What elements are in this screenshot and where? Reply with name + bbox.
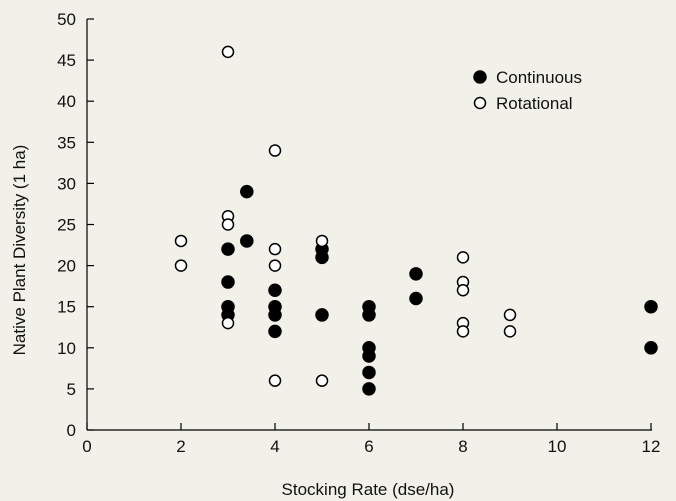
ticks: 0 2 4 6 8 10 12 0 5 10 15 20 25 30 35 40 45 50	[57, 10, 660, 456]
y-tick-label: 10	[57, 339, 76, 358]
legend-label-continuous: Continuous	[496, 68, 582, 87]
continuous-point	[362, 365, 376, 380]
continuous-point	[409, 291, 423, 306]
continuous-point	[240, 234, 254, 248]
series-continuous	[221, 184, 658, 396]
x-tick-label: 8	[458, 437, 467, 456]
y-tick-label: 35	[57, 133, 76, 152]
series-rotational	[174, 45, 517, 387]
continuous-point	[362, 308, 376, 322]
continuous-point	[644, 341, 658, 355]
rotational-point	[503, 308, 517, 322]
y-tick-label: 15	[57, 298, 76, 317]
rotational-point	[315, 234, 329, 248]
rotational-point	[315, 374, 329, 387]
continuous-point	[362, 382, 376, 396]
y-tick-label: 0	[67, 421, 76, 440]
continuous-point	[315, 308, 329, 322]
y-tick-label: 40	[57, 92, 76, 111]
rotational-point	[503, 325, 517, 338]
continuous-point	[221, 275, 235, 289]
continuous-point	[268, 308, 282, 322]
rotational-point	[221, 45, 235, 59]
rotational-point	[221, 316, 235, 330]
rotational-point	[268, 144, 282, 157]
continuous-point	[409, 267, 423, 281]
continuous-point	[221, 242, 235, 256]
rotational-point	[268, 242, 282, 256]
y-tick-label: 5	[67, 380, 76, 399]
y-tick-label: 30	[57, 174, 76, 193]
data-points	[174, 45, 658, 396]
rotational-point	[268, 259, 282, 272]
rotational-point	[268, 374, 282, 387]
legend-label-rotational: Rotational	[496, 94, 573, 113]
x-axis-title: Stocking Rate (dse/ha)	[282, 480, 455, 499]
continuous-point	[362, 349, 376, 363]
legend: Continuous Rotational	[473, 68, 582, 113]
x-tick-label: 12	[642, 437, 661, 456]
continuous-point	[644, 299, 658, 314]
y-tick-label: 45	[57, 51, 76, 70]
rotational-point	[174, 259, 188, 272]
x-tick-label: 2	[176, 437, 185, 456]
x-tick-label: 0	[82, 437, 91, 456]
legend-marker-rotational	[473, 96, 487, 110]
continuous-point	[268, 324, 282, 339]
rotational-point	[456, 251, 470, 264]
x-tick-label: 6	[364, 437, 373, 456]
rotational-point	[174, 234, 188, 248]
rotational-point	[221, 218, 235, 231]
y-tick-label: 20	[57, 257, 76, 276]
y-axis-title: Native Plant Diversity (1 ha)	[10, 145, 29, 356]
x-tick-label: 4	[270, 437, 279, 456]
continuous-point	[268, 283, 282, 298]
rotational-point	[456, 325, 470, 338]
rotational-point	[456, 284, 470, 297]
continuous-point	[240, 184, 254, 199]
x-tick-label: 10	[548, 437, 567, 456]
continuous-point	[315, 250, 329, 265]
y-tick-label: 50	[57, 10, 76, 29]
y-tick-label: 25	[57, 216, 76, 235]
legend-marker-continuous	[473, 70, 487, 84]
